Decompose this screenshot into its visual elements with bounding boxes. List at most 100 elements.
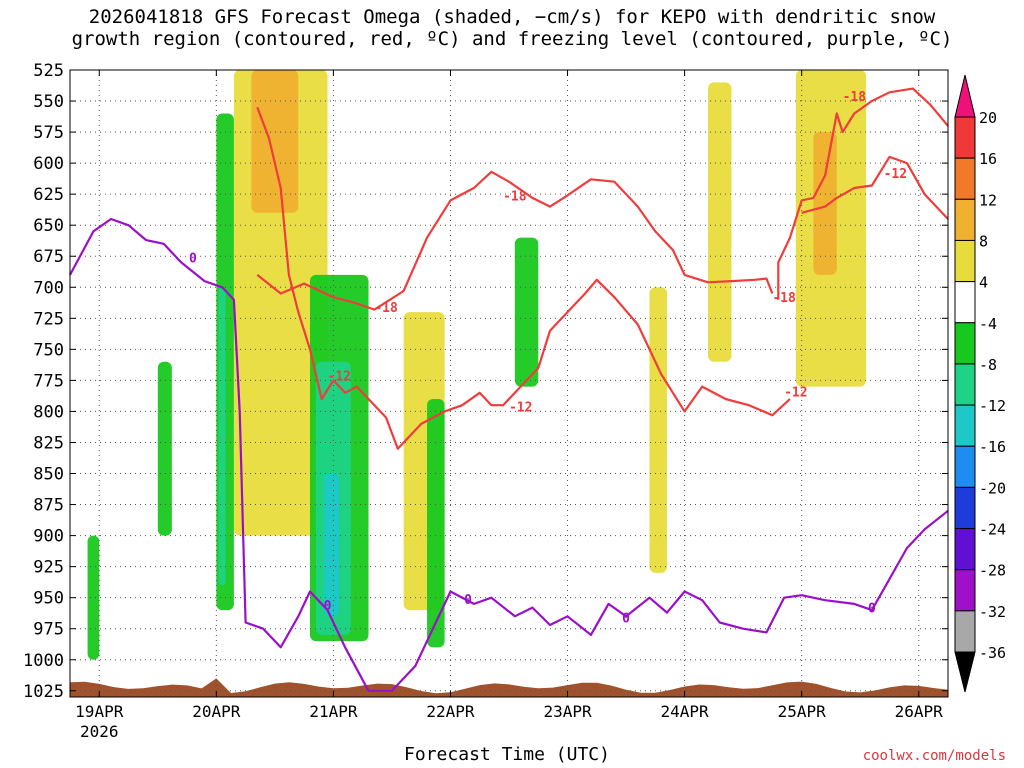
y-tick-label-825: 825 xyxy=(33,433,64,453)
dendritic-label-2: -18 xyxy=(772,291,796,306)
contour-line-3 xyxy=(801,155,949,220)
freezing-label-1: 0 xyxy=(464,593,472,608)
colorbar-label-10: -24 xyxy=(979,521,1006,539)
y-tick-label-950: 950 xyxy=(33,589,64,609)
y-tick-label-550: 550 xyxy=(33,92,64,112)
omega-region-upward-1 xyxy=(251,70,299,213)
colorbar-swatch-2 xyxy=(954,157,976,200)
omega-region-downward-9 xyxy=(324,473,340,617)
y-tick-label-700: 700 xyxy=(33,278,64,298)
chart-title-line2: growth region (contoured, red, ºC) and f… xyxy=(71,28,953,50)
colorbar-swatch-1 xyxy=(954,116,976,159)
x-tick-label-20APR: 20APR xyxy=(192,702,241,721)
x-axis-label: Forecast Time (UTC) xyxy=(404,744,610,765)
y-tick-label-725: 725 xyxy=(33,309,64,329)
colorbar-label-8: -16 xyxy=(979,438,1006,456)
colorbar-label-7: -12 xyxy=(979,397,1006,415)
omega-region-downward-10 xyxy=(427,399,445,648)
chart-title: 2026041818 GFS Forecast Omega (shaded, −… xyxy=(0,6,1024,50)
x-tick-label-21APR: 21APR xyxy=(309,702,358,721)
colorbar: 20 16 12 8 4 -4 -8 -12 -16 -20 -24 -28 -32 -36 xyxy=(954,74,1006,693)
y-tick-label-925: 925 xyxy=(33,558,64,578)
colorbar-label-11: -28 xyxy=(979,562,1006,580)
omega-region-downward-13 xyxy=(157,361,172,536)
dendritic-label-5: -12 xyxy=(509,400,532,415)
x-tick-label-25APR: 25APR xyxy=(778,702,827,721)
freezing-label-3: 0 xyxy=(868,602,876,617)
y-tick-label-875: 875 xyxy=(33,496,64,516)
terrain-layer xyxy=(70,678,948,697)
omega-region-downward-12 xyxy=(218,287,226,586)
freezing-label-4: 0 xyxy=(324,599,332,614)
omega-region-downward-14 xyxy=(514,237,539,387)
colorbar-label-9: -20 xyxy=(979,479,1006,497)
dendritic-label-7: -12 xyxy=(884,167,907,182)
y-tick-label-800: 800 xyxy=(33,402,64,422)
colorbar-label-2: 12 xyxy=(979,191,997,209)
y-tick-label-600: 600 xyxy=(33,154,64,174)
colorbar-swatch-12 xyxy=(954,569,976,612)
axes-layer: 525 550 575 600 625 650 675 700 725 750 775 800 825 8… xyxy=(23,61,948,741)
x-tick-label-19APR: 19APR xyxy=(75,702,124,721)
x-tick-label-22APR: 22APR xyxy=(426,702,475,721)
colorbar-top-arrow xyxy=(954,74,976,118)
y-tick-label-625: 625 xyxy=(33,185,64,205)
colorbar-label-4: 4 xyxy=(979,274,988,292)
freezing-label-0: 0 xyxy=(189,251,197,266)
contour-layer xyxy=(69,87,949,692)
chart-title-line1: 2026041818 GFS Forecast Omega (shaded, −… xyxy=(88,6,936,28)
y-tick-label-675: 675 xyxy=(33,247,64,267)
colorbar-label-6: -8 xyxy=(979,356,997,374)
omega-region-upward-5 xyxy=(649,287,668,573)
omega-region-upward-2 xyxy=(708,82,732,362)
colorbar-bottom-arrow xyxy=(954,651,976,693)
colorbar-label-3: 8 xyxy=(979,232,988,250)
y-tick-label-775: 775 xyxy=(33,371,64,391)
contour-line-1 xyxy=(777,87,949,300)
footer-credit[interactable]: coolwx.com/models xyxy=(862,748,1006,764)
x-tick-label-23APR: 23APR xyxy=(543,702,592,721)
omega-shading-layer xyxy=(87,70,867,660)
colorbar-swatch-4 xyxy=(954,239,976,283)
dendritic-label-4: -12 xyxy=(328,369,351,384)
y-tick-label-850: 850 xyxy=(33,465,64,485)
contour-line-2 xyxy=(256,106,791,450)
y-tick-label-650: 650 xyxy=(33,216,64,236)
contour-line-4 xyxy=(69,217,949,692)
omega-region-downward-15 xyxy=(87,535,100,660)
colorbar-label-12: -32 xyxy=(979,603,1006,621)
colorbar-swatch-6 xyxy=(954,322,976,365)
colorbar-label-13: -36 xyxy=(979,644,1006,662)
dendritic-label-6: -12 xyxy=(784,386,807,401)
y-tick-label-1025: 1025 xyxy=(23,682,64,702)
colorbar-swatch-3 xyxy=(954,198,976,241)
colorbar-label-1: 16 xyxy=(979,150,997,168)
x-tick-label-26APR: 26APR xyxy=(895,702,944,721)
terrain-ground xyxy=(70,678,948,697)
y-tick-label-525: 525 xyxy=(33,61,64,81)
freezing-label-2: 0 xyxy=(622,612,630,627)
dendritic-label-3: -18 xyxy=(843,90,867,105)
colorbar-swatch-9 xyxy=(954,445,976,488)
contour-label-layer: -18 -18 -18 -18 -12 -12 -12 -12 0 0 0 0 0 xyxy=(189,90,907,626)
colorbar-swatch-11 xyxy=(954,528,976,571)
x-tick-label-24APR: 24APR xyxy=(661,702,710,721)
dendritic-label-1: -18 xyxy=(503,189,527,204)
y-tick-label-1000: 1000 xyxy=(23,651,64,671)
colorbar-label-5: -4 xyxy=(979,315,997,333)
colorbar-label-0: 20 xyxy=(979,109,997,127)
colorbar-swatch-7 xyxy=(954,363,976,406)
y-tick-label-975: 975 xyxy=(33,620,64,640)
colorbar-swatch-5 xyxy=(954,281,976,324)
colorbar-swatch-13 xyxy=(954,610,976,653)
dendritic-label-0: -18 xyxy=(374,301,398,316)
y-tick-label-575: 575 xyxy=(33,123,64,143)
contour-line-0 xyxy=(256,170,774,311)
y-tick-label-750: 750 xyxy=(33,340,64,360)
colorbar-swatch-10 xyxy=(954,486,976,530)
y-tick-label-900: 900 xyxy=(33,527,64,547)
plot-frame xyxy=(69,69,949,698)
omega-region-upward-4 xyxy=(813,132,837,275)
x-tick-year-label: 2026 xyxy=(80,722,119,741)
